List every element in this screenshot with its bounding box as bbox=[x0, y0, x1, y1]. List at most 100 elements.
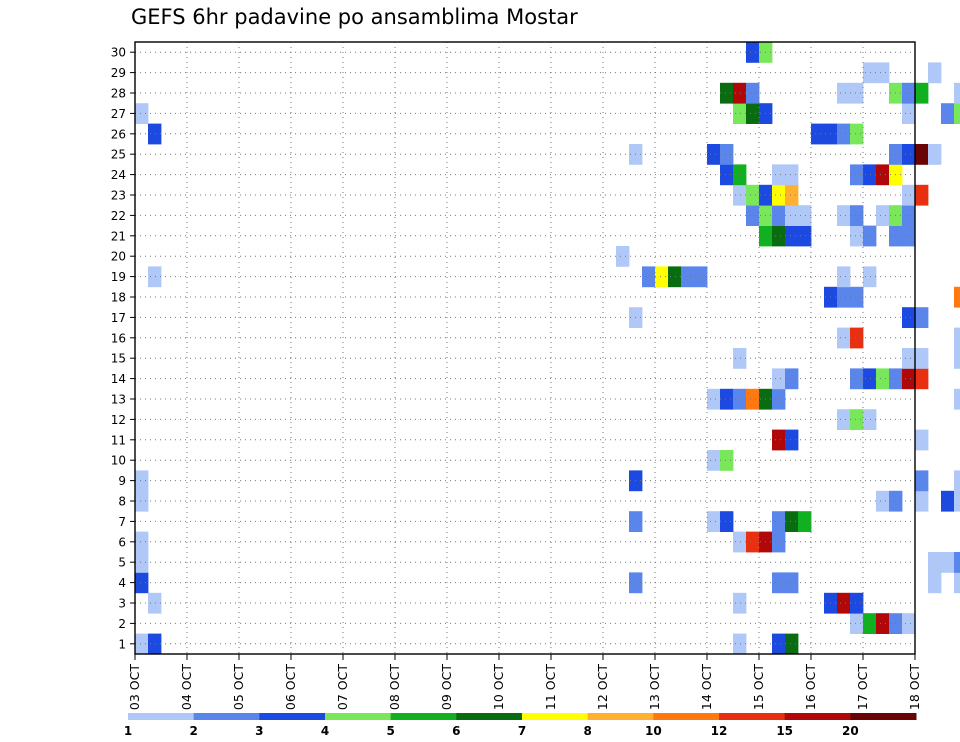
precip-cell bbox=[707, 450, 721, 471]
y-tick-label: 25 bbox=[111, 148, 126, 162]
y-tick-label: 2 bbox=[118, 617, 126, 631]
precip-cell bbox=[902, 205, 916, 226]
precip-cell bbox=[837, 266, 851, 288]
colorbar-label: 8 bbox=[583, 724, 591, 738]
precip-cell bbox=[733, 164, 747, 186]
precip-cell bbox=[772, 633, 786, 655]
precip-cell bbox=[733, 633, 747, 655]
colorbar-label: 12 bbox=[711, 724, 728, 738]
precip-cell bbox=[837, 327, 851, 349]
precip-cell bbox=[941, 552, 955, 573]
x-tick-label: 14 OCT bbox=[699, 664, 714, 710]
precip-cell bbox=[746, 184, 760, 206]
precip-cell bbox=[850, 225, 864, 247]
precip-cell bbox=[876, 490, 890, 512]
colorbar-label: 4 bbox=[321, 724, 329, 738]
colorbar: 1 2 3 4 5 6 7 8 10 12 15 20 bbox=[124, 713, 917, 738]
precip-cell bbox=[954, 286, 960, 308]
precip-cell bbox=[850, 123, 864, 145]
colorbar-label: 20 bbox=[842, 724, 859, 738]
precip-cell bbox=[863, 368, 877, 390]
precip-cell bbox=[681, 266, 695, 288]
precip-cell bbox=[850, 409, 864, 430]
precip-cell bbox=[863, 266, 877, 288]
y-tick-label: 3 bbox=[118, 597, 126, 611]
precip-cell bbox=[954, 572, 960, 594]
precip-cell bbox=[772, 225, 786, 247]
y-tick-label: 4 bbox=[118, 576, 126, 590]
precip-cell bbox=[135, 490, 149, 512]
precip-cell bbox=[928, 552, 942, 573]
precip-cell bbox=[915, 368, 929, 390]
precip-cell bbox=[850, 82, 864, 104]
y-tick-label: 1 bbox=[118, 637, 126, 651]
precip-cell bbox=[837, 592, 851, 614]
precip-cell bbox=[733, 82, 747, 104]
precip-cell bbox=[915, 490, 929, 512]
colorbar-swatch bbox=[784, 713, 851, 720]
y-tick-label: 28 bbox=[111, 87, 126, 101]
precip-cell bbox=[733, 184, 747, 206]
precip-cell bbox=[915, 429, 929, 451]
precip-cell bbox=[720, 164, 734, 186]
precip-cell bbox=[954, 490, 960, 512]
x-tick-label: 04 OCT bbox=[179, 664, 194, 710]
precip-cell bbox=[746, 531, 760, 553]
precip-cell bbox=[616, 246, 630, 267]
y-tick-label: 18 bbox=[111, 291, 126, 305]
precip-cell bbox=[902, 368, 916, 390]
y-tick-label: 20 bbox=[111, 250, 126, 264]
precip-cell bbox=[876, 368, 890, 390]
precip-cell bbox=[954, 470, 960, 492]
precip-cell bbox=[837, 205, 851, 226]
precip-cell bbox=[850, 368, 864, 390]
y-tick-label: 9 bbox=[118, 474, 126, 488]
precip-cell bbox=[850, 592, 864, 614]
precip-cell bbox=[746, 388, 760, 410]
precip-cell bbox=[772, 184, 786, 206]
y-tick-label: 6 bbox=[118, 535, 126, 549]
y-tick-label: 12 bbox=[111, 413, 126, 427]
x-tick-label: 18 OCT bbox=[907, 664, 922, 710]
precip-cell bbox=[733, 388, 747, 410]
precip-cell bbox=[850, 205, 864, 226]
precip-cell bbox=[733, 348, 747, 369]
precip-cell bbox=[642, 266, 656, 288]
colorbar-label: 6 bbox=[452, 724, 460, 738]
x-tick-label: 08 OCT bbox=[387, 664, 402, 710]
x-tick-label: 11 OCT bbox=[543, 664, 558, 710]
precip-cell bbox=[837, 123, 851, 145]
precip-cell bbox=[772, 572, 786, 594]
y-tick-label: 29 bbox=[111, 66, 126, 80]
precip-cell bbox=[720, 388, 734, 410]
precip-cell bbox=[746, 82, 760, 104]
x-tick-label: 06 OCT bbox=[283, 664, 298, 710]
y-tick-label: 8 bbox=[118, 495, 126, 509]
precip-cell bbox=[772, 511, 786, 532]
colorbar-swatch bbox=[128, 713, 195, 720]
precip-cell bbox=[772, 205, 786, 226]
y-tick-label: 21 bbox=[111, 229, 126, 243]
precip-cell bbox=[772, 164, 786, 186]
y-tick-label: 26 bbox=[111, 127, 126, 141]
precip-cell bbox=[707, 511, 721, 532]
colorbar-swatch bbox=[850, 713, 917, 720]
precip-cell bbox=[135, 572, 149, 594]
colorbar-swatch bbox=[587, 713, 654, 720]
precip-cell bbox=[772, 531, 786, 553]
precip-cell bbox=[785, 164, 799, 186]
x-axis: 03 OCT 04 OCT 05 OCT 06 OCT 07 OCT 08 OCT 09 O… bbox=[127, 654, 922, 710]
x-tick-label: 16 OCT bbox=[803, 664, 818, 710]
y-tick-label: 17 bbox=[111, 311, 126, 325]
precip-cell bbox=[850, 286, 864, 308]
y-tick-label: 13 bbox=[111, 393, 126, 407]
x-tick-label: 10 OCT bbox=[491, 664, 506, 710]
precip-cell bbox=[148, 592, 162, 614]
precip-cell bbox=[876, 62, 890, 84]
colorbar-label: 3 bbox=[255, 724, 263, 738]
precip-cell bbox=[798, 225, 812, 247]
precip-cell bbox=[707, 144, 721, 165]
precip-cell bbox=[811, 123, 825, 145]
y-tick-label: 27 bbox=[111, 107, 126, 121]
precip-cell bbox=[772, 368, 786, 390]
